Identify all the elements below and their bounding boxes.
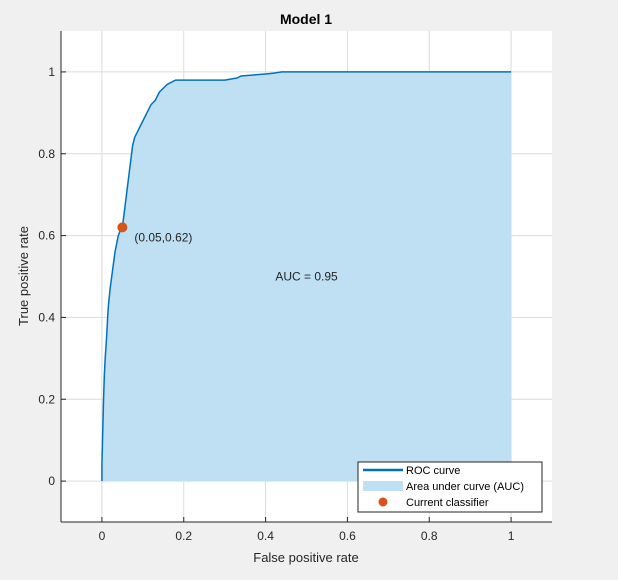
auc-label: AUC = 0.95 <box>275 270 338 284</box>
x-tick-label-3: 0.6 <box>339 529 356 543</box>
roc-curve-line <box>101 71 512 482</box>
y-tick-label-3: 0.6 <box>38 229 55 243</box>
auc-area <box>101 71 512 482</box>
x-tick-label-2: 0.4 <box>257 529 274 543</box>
x-axis-ticks: 0 0.2 0.4 0.6 0.8 1 <box>99 517 515 543</box>
x-tick-label-0: 0 <box>99 529 106 543</box>
legend: ROC curve Area under curve (AUC) Current… <box>357 461 543 513</box>
legend-auc-label: Area under curve (AUC) <box>406 481 524 493</box>
legend-auc-swatch <box>363 481 403 491</box>
y-tick-label-0: 0 <box>48 474 55 488</box>
x-tick-label-4: 0.8 <box>421 529 438 543</box>
axes-frame <box>60 31 552 523</box>
y-tick-label-4: 0.8 <box>38 147 55 161</box>
y-tick-label-2: 0.4 <box>38 310 55 324</box>
chart-title: Model 1 <box>280 11 332 27</box>
classifier-label: (0.05,0.62) <box>134 230 192 244</box>
legend-roc-label: ROC curve <box>406 465 460 477</box>
x-tick-label-5: 1 <box>508 529 515 543</box>
y-tick-label-1: 0.2 <box>38 392 55 406</box>
y-axis-ticks: 0 0.2 0.4 0.6 0.8 1 <box>38 65 66 488</box>
current-classifier-point <box>117 222 128 233</box>
legend-classifier-label: Current classifier <box>406 497 489 509</box>
x-axis-label: False positive rate <box>253 550 359 565</box>
y-axis-label: True positive rate <box>16 226 31 326</box>
y-tick-label-5: 1 <box>48 65 55 79</box>
legend-classifier-swatch <box>378 497 388 507</box>
x-tick-label-1: 0.2 <box>175 529 192 543</box>
